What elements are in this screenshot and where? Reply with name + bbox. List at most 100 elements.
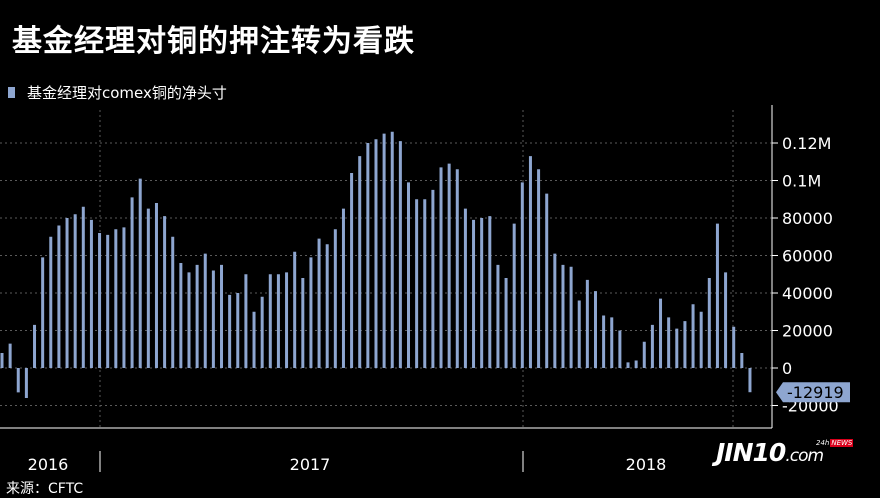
bar [268,274,272,368]
bar [447,163,451,368]
y-tick-label: 0 [782,359,792,378]
logo-suffix: .com [785,446,824,466]
bar [350,173,354,368]
bar [16,368,20,393]
bar [496,264,500,368]
legend-swatch [8,87,15,98]
bar [748,368,752,393]
bar [33,324,37,368]
bar [715,223,719,368]
bar [301,278,305,368]
badge-pre: 24h [816,439,830,447]
bar [439,167,443,368]
bar [390,131,394,368]
bar [146,208,150,368]
bar [732,326,736,368]
y-tick-label: 60000 [782,247,833,266]
bar [545,193,549,368]
bar [211,270,215,368]
bar [89,219,93,368]
callout-box [776,382,850,403]
badge-news: NEWS [830,439,854,447]
bar [528,156,532,368]
bar [228,294,232,368]
bar [488,216,492,368]
bar [138,178,142,368]
bar [41,257,45,368]
bar [220,264,224,368]
bar [276,274,280,368]
x-tick-label: 2018 [626,455,667,474]
bar [626,362,630,368]
bar [585,279,589,368]
bar [667,317,671,368]
y-tick-label: 0.12M [782,134,831,153]
legend: 基金经理对comex铜的净头寸 [8,82,227,103]
bar [699,311,703,368]
bar [610,317,614,368]
bar [691,304,695,368]
bar [65,218,69,368]
y-tick-label: 80000 [782,209,833,228]
bar [179,263,183,368]
bar [98,233,102,368]
bar [480,218,484,368]
bar [244,274,248,368]
bar [423,199,427,368]
source-note: 来源：CFTC [6,481,84,497]
bar [171,236,175,368]
bar [309,257,313,368]
bar [407,182,410,368]
bar [634,360,638,368]
jin10-logo: JIN10.com [716,438,824,467]
bar [236,293,240,368]
bars [0,131,752,398]
bar [650,324,654,368]
bar [285,272,289,368]
grid-lines [0,110,772,428]
bar [740,353,744,368]
news-badge: 24h NEWS [815,439,854,447]
bar [252,311,256,368]
bar [553,253,557,368]
last-value-callout: -12919 [776,382,850,403]
bar [569,266,573,368]
bar [520,182,524,368]
bar [707,278,711,368]
bar [618,330,622,368]
bar [293,251,297,368]
x-tick-labels: 2016 2017 2018 [28,455,667,474]
bar [73,214,77,368]
bar [8,343,12,368]
bar [431,189,435,368]
bar [472,219,476,368]
bar [203,253,207,368]
bar [130,197,134,368]
bar [106,234,110,368]
bar [683,321,687,368]
bar [57,225,61,368]
logo-main: JIN10 [716,438,786,467]
bar [577,300,581,368]
x-tick-label: 2017 [290,455,331,474]
bar [602,315,606,368]
bar [512,223,516,368]
bar [537,169,541,368]
bar [374,139,378,368]
y-tick-label: 40000 [782,284,833,303]
bar [455,169,459,368]
bar [642,341,646,368]
x-tick-label: 2016 [28,455,69,474]
bar [415,199,419,368]
bar [675,328,679,368]
y-tick-label: 20000 [782,322,833,341]
bar [154,203,158,368]
bar [561,264,565,368]
bar [398,141,402,368]
bar [260,296,264,368]
bar [317,238,321,368]
bar [49,236,53,368]
last-value-label: -12919 [787,383,844,402]
